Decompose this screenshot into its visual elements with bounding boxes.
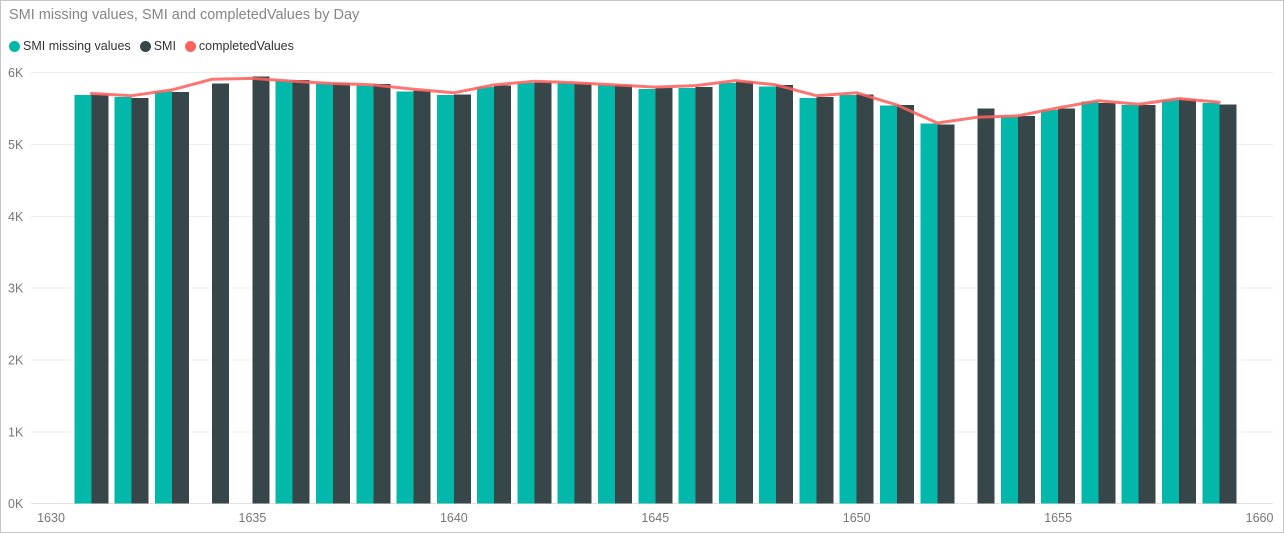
bar-smi[interactable]	[1138, 105, 1156, 504]
legend-item-smi-missing-values[interactable]: SMI missing values	[9, 39, 131, 53]
bar-smi-missing-values[interactable]	[1161, 99, 1179, 504]
bar-smi-missing-values[interactable]	[759, 86, 777, 504]
y-axis-tick-label: 6K	[8, 66, 24, 80]
bar-smi[interactable]	[574, 83, 592, 504]
bar-smi-missing-values[interactable]	[879, 105, 897, 504]
bar-smi[interactable]	[212, 83, 230, 504]
bar-smi-missing-values[interactable]	[718, 82, 736, 504]
bar-smi-missing-values[interactable]	[315, 83, 333, 504]
bar-smi-missing-values[interactable]	[1121, 105, 1139, 504]
x-axis-tick-label: 1630	[37, 511, 65, 525]
bar-smi[interactable]	[1178, 99, 1196, 504]
bar-smi-missing-values[interactable]	[74, 94, 92, 504]
bar-smi-missing-values[interactable]	[154, 91, 172, 504]
bar-smi-missing-values[interactable]	[920, 123, 938, 504]
y-axis-tick-label: 2K	[8, 354, 24, 368]
bar-smi[interactable]	[896, 105, 914, 504]
bar-smi[interactable]	[373, 84, 391, 504]
bar-smi-missing-values[interactable]	[1081, 101, 1099, 504]
y-axis-tick-label: 0K	[8, 497, 24, 511]
bar-smi[interactable]	[292, 79, 310, 504]
bar-smi-missing-values[interactable]	[638, 89, 656, 504]
bar-smi[interactable]	[171, 92, 189, 504]
bar-smi[interactable]	[453, 94, 471, 504]
bar-smi[interactable]	[252, 76, 270, 504]
bar-smi-missing-values[interactable]	[839, 94, 857, 504]
bar-smi-missing-values[interactable]	[114, 97, 132, 504]
bar-smi-missing-values[interactable]	[517, 82, 535, 504]
legend-swatch-smi-icon	[139, 40, 151, 52]
x-axis-tick-label: 1645	[641, 511, 669, 525]
legend: SMI missing values SMI completedValues	[9, 39, 294, 53]
x-axis-tick-label: 1655	[1044, 511, 1072, 525]
bar-smi[interactable]	[1058, 108, 1076, 504]
chart-title: SMI missing values, SMI and completedVal…	[9, 7, 360, 23]
y-axis-tick-label: 5K	[8, 138, 24, 152]
legend-item-completedvalues[interactable]: completedValues	[184, 39, 294, 53]
bar-smi-missing-values[interactable]	[356, 85, 374, 504]
bar-smi[interactable]	[937, 124, 955, 504]
bar-smi[interactable]	[332, 82, 350, 504]
bar-smi[interactable]	[977, 108, 995, 504]
bar-smi[interactable]	[856, 94, 874, 504]
bar-smi-missing-values[interactable]	[678, 87, 696, 504]
bar-smi[interactable]	[91, 94, 109, 504]
completed-values-line[interactable]	[89, 76, 1221, 125]
bar-smi-missing-values[interactable]	[799, 97, 817, 504]
bar-smi-missing-values[interactable]	[1000, 116, 1018, 504]
bar-smi[interactable]	[1219, 104, 1237, 504]
bar-smi[interactable]	[695, 87, 713, 504]
legend-label: completedValues	[198, 39, 294, 53]
bar-smi-missing-values[interactable]	[1202, 102, 1220, 504]
x-axis-tick-label: 1635	[239, 511, 267, 525]
bar-smi[interactable]	[494, 85, 512, 504]
legend-swatch-smi-missing-values-icon	[9, 40, 20, 52]
bar-smi[interactable]	[1017, 115, 1035, 504]
y-axis-tick-label: 1K	[8, 425, 24, 439]
bar-smi[interactable]	[816, 97, 834, 504]
bar-smi[interactable]	[735, 81, 753, 504]
bar-smi[interactable]	[1098, 102, 1116, 504]
x-axis-tick-label: 1650	[843, 511, 871, 525]
y-axis-tick-label: 3K	[8, 282, 24, 296]
bar-smi[interactable]	[776, 84, 794, 504]
legend-label: SMI missing values	[23, 39, 131, 53]
bar-smi-missing-values[interactable]	[477, 87, 495, 504]
legend-item-smi[interactable]: SMI	[139, 39, 176, 53]
bar-smi[interactable]	[534, 82, 552, 504]
x-axis-tick-label: 1660	[1246, 511, 1274, 525]
bar-smi-missing-values[interactable]	[396, 91, 414, 504]
bar-smi[interactable]	[131, 97, 149, 504]
bar-smi-missing-values[interactable]	[557, 82, 575, 504]
bar-smi-missing-values[interactable]	[275, 80, 293, 504]
bar-smi-missing-values[interactable]	[1041, 110, 1059, 504]
bar-smi[interactable]	[655, 87, 673, 504]
y-axis-tick-label: 4K	[8, 210, 24, 224]
legend-swatch-completedvalues-icon	[184, 40, 196, 52]
bar-smi-missing-values[interactable]	[597, 84, 615, 504]
bar-smi[interactable]	[614, 84, 632, 504]
bar-smi-missing-values[interactable]	[436, 94, 454, 504]
bar-smi[interactable]	[413, 90, 431, 504]
legend-label: SMI	[153, 39, 176, 53]
x-axis-tick-label: 1640	[440, 511, 468, 525]
